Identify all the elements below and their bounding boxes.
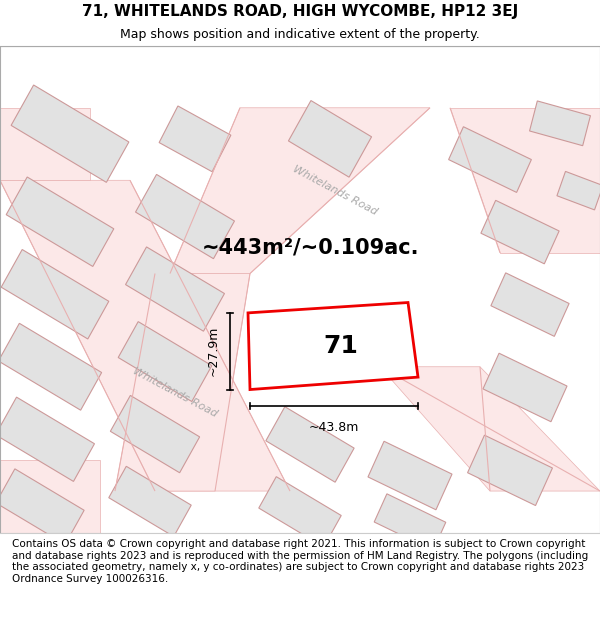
Text: ~27.9m: ~27.9m: [207, 326, 220, 376]
Polygon shape: [118, 322, 212, 401]
Polygon shape: [266, 407, 354, 482]
Polygon shape: [115, 274, 250, 491]
Polygon shape: [491, 273, 569, 336]
Polygon shape: [0, 460, 100, 532]
Polygon shape: [109, 466, 191, 536]
Polygon shape: [368, 441, 452, 510]
Polygon shape: [0, 107, 90, 180]
Polygon shape: [1, 249, 109, 339]
Text: 71: 71: [323, 334, 358, 357]
Polygon shape: [557, 171, 600, 210]
Polygon shape: [0, 323, 101, 410]
Polygon shape: [11, 85, 129, 182]
Polygon shape: [483, 353, 567, 422]
Polygon shape: [380, 367, 600, 491]
Polygon shape: [0, 469, 84, 544]
Polygon shape: [467, 435, 553, 506]
Text: ~43.8m: ~43.8m: [309, 421, 359, 434]
Polygon shape: [289, 101, 371, 177]
Polygon shape: [481, 201, 559, 264]
Text: ~443m²/~0.109ac.: ~443m²/~0.109ac.: [201, 238, 419, 258]
Polygon shape: [374, 494, 446, 551]
Polygon shape: [159, 106, 231, 172]
Text: Map shows position and indicative extent of the property.: Map shows position and indicative extent…: [120, 28, 480, 41]
Polygon shape: [0, 397, 94, 481]
Polygon shape: [170, 107, 430, 274]
Text: Contains OS data © Crown copyright and database right 2021. This information is : Contains OS data © Crown copyright and d…: [12, 539, 588, 584]
Polygon shape: [6, 177, 114, 266]
Polygon shape: [248, 302, 418, 389]
Text: 71, WHITELANDS ROAD, HIGH WYCOMBE, HP12 3EJ: 71, WHITELANDS ROAD, HIGH WYCOMBE, HP12 …: [82, 4, 518, 19]
Text: Whitelands Road: Whitelands Road: [131, 366, 219, 419]
Polygon shape: [530, 101, 590, 146]
Polygon shape: [449, 127, 532, 192]
Polygon shape: [136, 174, 235, 259]
Polygon shape: [0, 180, 290, 491]
Polygon shape: [259, 477, 341, 547]
Polygon shape: [110, 396, 200, 472]
Polygon shape: [125, 247, 224, 331]
Polygon shape: [450, 107, 600, 252]
Text: Whitelands Road: Whitelands Road: [291, 164, 379, 217]
